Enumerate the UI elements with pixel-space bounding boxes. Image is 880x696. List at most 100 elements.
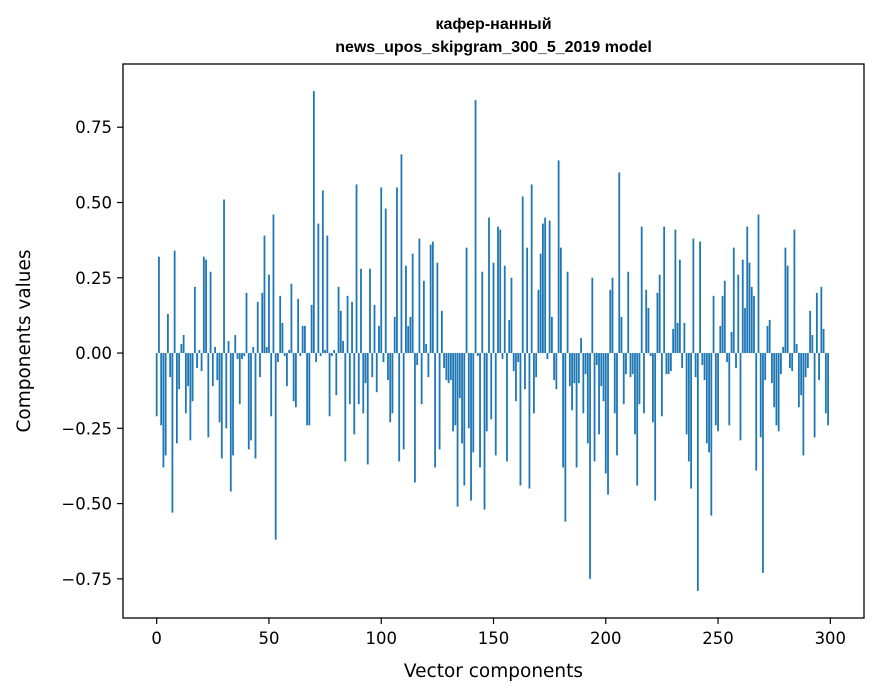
bar — [728, 353, 731, 426]
bar — [409, 316, 412, 354]
bar — [638, 353, 641, 405]
bar — [815, 292, 818, 354]
bar — [488, 217, 490, 354]
bar — [658, 274, 661, 354]
bar — [351, 301, 353, 354]
bar — [490, 353, 493, 420]
bar — [440, 310, 443, 354]
bar — [535, 353, 538, 378]
bar — [573, 353, 576, 384]
bar — [310, 304, 313, 354]
bar — [458, 353, 461, 399]
bar — [701, 353, 704, 366]
bar — [277, 353, 279, 363]
bar — [481, 271, 484, 354]
bar — [250, 353, 252, 441]
bar — [375, 353, 378, 393]
bar — [640, 226, 643, 354]
bar — [158, 256, 160, 354]
bar — [425, 344, 428, 354]
bar — [643, 353, 645, 414]
bar — [602, 353, 605, 402]
bar — [364, 353, 367, 384]
bar — [804, 353, 807, 378]
bar — [618, 172, 621, 354]
x-tick-label: 150 — [478, 629, 510, 648]
chart-title: кафер-нанный — [435, 16, 551, 33]
bar — [777, 353, 780, 432]
bar — [571, 353, 573, 411]
y-tick-label: −0.50 — [61, 495, 112, 514]
bar — [180, 344, 183, 354]
bar — [647, 307, 650, 354]
bar — [703, 353, 706, 381]
bar — [649, 353, 652, 357]
bar — [312, 91, 315, 354]
bar — [272, 214, 275, 354]
bar — [173, 250, 176, 354]
bar — [607, 353, 609, 495]
bar — [360, 268, 362, 354]
bar — [591, 277, 594, 354]
bar — [353, 353, 356, 435]
bar — [303, 325, 306, 354]
bar — [155, 353, 158, 417]
bar — [454, 353, 457, 426]
bar — [485, 353, 488, 432]
bar — [714, 353, 717, 426]
bar — [665, 353, 668, 375]
bar — [559, 247, 562, 354]
bar — [775, 353, 778, 426]
bar — [202, 256, 205, 354]
bar — [631, 353, 634, 375]
bar — [672, 328, 675, 354]
bar — [656, 292, 659, 354]
chart-subtitle: news_upos_skipgram_300_5_2019 model — [335, 39, 652, 56]
bar — [654, 353, 657, 501]
bar — [342, 341, 344, 354]
bar — [737, 274, 740, 354]
bar — [802, 353, 805, 456]
bar — [600, 353, 603, 387]
bar — [546, 353, 549, 360]
bar — [384, 208, 387, 354]
bar — [247, 353, 250, 450]
bar — [205, 259, 207, 354]
bar — [366, 353, 369, 465]
bar — [445, 353, 448, 381]
bar — [259, 353, 261, 378]
bar — [759, 353, 762, 438]
bar — [780, 353, 782, 375]
bar — [234, 334, 237, 354]
bar — [824, 353, 827, 414]
bar — [813, 353, 816, 438]
bar — [317, 223, 320, 354]
bar — [315, 353, 318, 363]
bar — [447, 353, 450, 384]
bar — [674, 229, 677, 354]
bar — [422, 280, 425, 354]
bar — [517, 353, 520, 363]
bar — [818, 353, 820, 381]
bar — [625, 353, 627, 375]
bar — [434, 353, 437, 468]
bar — [456, 353, 459, 507]
bar — [652, 353, 654, 423]
bar — [683, 322, 686, 354]
bar — [663, 226, 666, 354]
bar — [319, 353, 322, 357]
bar — [198, 350, 201, 354]
bar — [584, 353, 587, 375]
bar — [634, 353, 636, 435]
bar — [279, 295, 282, 354]
bar — [339, 310, 342, 354]
bar — [337, 286, 340, 354]
bar — [286, 353, 288, 387]
bar — [533, 353, 535, 414]
bar — [580, 337, 582, 354]
bar — [389, 353, 392, 423]
bar — [497, 226, 499, 354]
bar — [256, 301, 259, 354]
bar — [373, 304, 376, 354]
